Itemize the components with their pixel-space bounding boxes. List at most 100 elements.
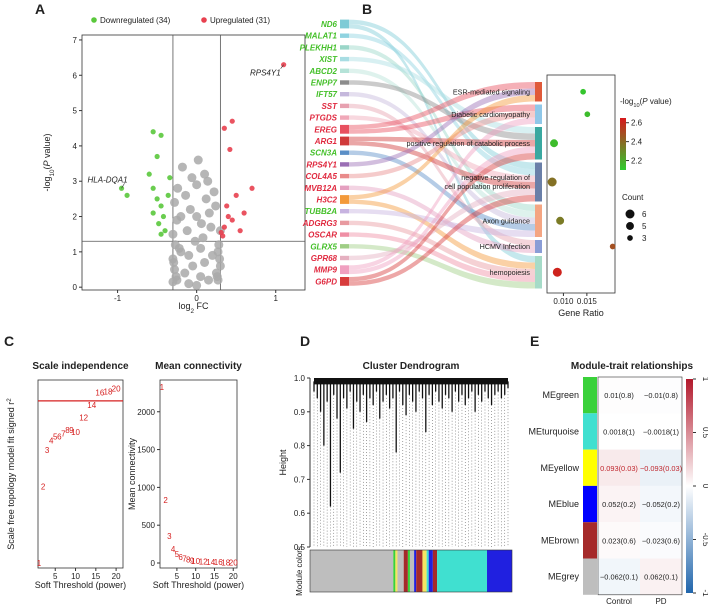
heatmap-cell	[598, 485, 640, 523]
chart-title: Scale independence	[32, 361, 129, 372]
gene-label: GPR68	[311, 254, 338, 263]
panel-label: C	[4, 333, 14, 349]
column-label: Control	[606, 597, 632, 606]
gene-node	[340, 136, 349, 146]
point	[154, 196, 160, 202]
y-tick-label: 0	[73, 283, 78, 292]
cell-label: −0.093(0.03)	[640, 464, 682, 473]
y-axis-label-part: -log	[42, 177, 52, 192]
point	[214, 240, 224, 250]
y-axis-label: Height	[278, 449, 288, 476]
size-legend-label: 3	[642, 234, 647, 243]
gene-node	[340, 220, 349, 226]
point	[193, 155, 203, 165]
colorbar-tick-label: 1	[701, 377, 708, 382]
plot-frame	[81, 34, 306, 291]
flow	[349, 141, 535, 189]
module-segment	[409, 550, 415, 592]
flow	[349, 104, 535, 134]
point	[168, 229, 178, 239]
pathway-node	[535, 256, 542, 289]
flow	[349, 95, 535, 200]
legend-label: Upregulated (31)	[210, 16, 270, 25]
point	[154, 153, 160, 160]
y-tick-label: 0.7	[294, 475, 306, 484]
gene-label: ABCD2	[308, 67, 337, 76]
point-label: 14	[206, 558, 215, 567]
gene-node	[340, 150, 349, 155]
heatmap-cell	[640, 485, 682, 523]
point	[180, 268, 190, 278]
point-label: 9	[69, 426, 74, 435]
point	[150, 129, 156, 135]
point-label: 7	[61, 429, 66, 438]
x-tick-label: 20	[229, 572, 238, 581]
flow	[349, 150, 535, 231]
point	[190, 236, 200, 246]
pathway-node	[535, 104, 542, 124]
module-colors-label: Module colors	[295, 546, 304, 596]
point	[158, 203, 164, 209]
gene-label: TUBB2A	[305, 207, 338, 216]
size-legend-marker	[625, 209, 635, 219]
y-axis-label-part: P	[42, 160, 52, 166]
heatmap-cell	[598, 522, 640, 559]
gene-node	[340, 255, 349, 261]
flow	[349, 80, 535, 140]
point	[170, 265, 180, 275]
module-segment	[487, 550, 512, 592]
colorbar-tick-label: -0.5	[701, 533, 708, 547]
gene-node	[340, 115, 349, 120]
heatmap-cell	[598, 449, 640, 486]
cell-label: 0.062(0.1)	[644, 573, 678, 582]
point-label: 8	[186, 556, 191, 565]
heatmap-cell	[640, 558, 682, 595]
plot-frame	[37, 379, 124, 569]
module-color	[583, 377, 597, 414]
flow	[349, 136, 535, 147]
pathway-label: Diabetic cardiomyopathy	[451, 110, 530, 119]
module-segment	[428, 550, 433, 592]
y-tick-label: 0.9	[294, 408, 306, 417]
point	[213, 247, 223, 257]
plot-frame	[159, 379, 238, 569]
point	[218, 229, 224, 236]
gene-label: COL4A5	[305, 172, 337, 181]
flow	[349, 111, 535, 179]
point-label: 16	[214, 558, 223, 567]
y-axis-label: Scale free topology model fit signed r2	[6, 398, 17, 550]
point	[206, 222, 216, 232]
gene-label: IFT57	[316, 90, 337, 99]
point	[215, 254, 225, 264]
point	[224, 203, 230, 209]
point-label: 18	[221, 558, 230, 567]
point-label: 4	[49, 437, 54, 446]
y-tick-label: 0.5	[294, 543, 306, 552]
point-label: 18	[104, 387, 113, 396]
colorbar-tick-label: 2.6	[631, 119, 643, 128]
colorbar-title-part: -log	[620, 97, 633, 106]
pathway-label: HCMV Infection	[480, 242, 530, 251]
flow	[349, 185, 535, 253]
gene-node	[340, 19, 349, 29]
pathway-label: Axon guidance	[482, 216, 530, 225]
point	[188, 261, 198, 271]
gene-label: MALAT1	[305, 32, 337, 41]
size-legend-marker	[627, 235, 633, 241]
point	[177, 162, 187, 172]
gene-node	[340, 162, 349, 167]
y-axis-label-part: (	[42, 167, 52, 170]
x-tick-label: 0.010	[553, 297, 574, 306]
y-axis-label: -log10(P value)	[42, 133, 56, 191]
y-tick-label: 4	[73, 142, 78, 151]
y-tick-label: 1500	[137, 446, 155, 455]
colorbar-title-part: value)	[648, 97, 672, 106]
heatmap-cell	[640, 522, 682, 559]
point-label: 10	[191, 557, 200, 566]
point	[227, 146, 233, 153]
point	[196, 219, 206, 229]
cell-label: −0.052(0.2)	[642, 500, 680, 509]
flow	[349, 199, 535, 269]
point	[150, 210, 156, 216]
colorbar-tick-label: -1	[701, 589, 708, 597]
